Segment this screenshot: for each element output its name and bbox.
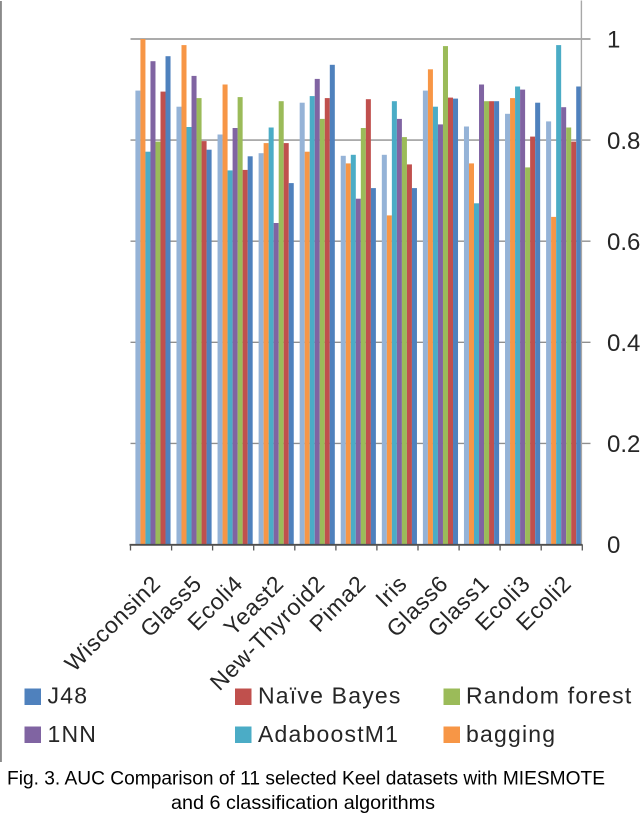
svg-text:bagging: bagging xyxy=(466,721,556,747)
svg-text:0: 0 xyxy=(607,532,620,559)
svg-text:0.4: 0.4 xyxy=(607,330,640,357)
svg-text:and 6 classification algorithm: and 6 classification algorithms xyxy=(171,792,435,814)
svg-text:0.6: 0.6 xyxy=(607,229,640,256)
svg-text:Fig. 3. AUC Comparison of 11 s: Fig. 3. AUC Comparison of 11 selected Ke… xyxy=(7,768,605,790)
svg-text:1NN: 1NN xyxy=(48,721,98,747)
svg-text:Random forest: Random forest xyxy=(466,683,632,709)
svg-text:Naïve Bayes: Naïve Bayes xyxy=(258,683,402,709)
svg-text:0.8: 0.8 xyxy=(607,128,640,155)
svg-text:AdaboostM1: AdaboostM1 xyxy=(258,721,399,747)
svg-text:J48: J48 xyxy=(48,683,89,709)
svg-text:1: 1 xyxy=(607,27,620,54)
svg-text:0.2: 0.2 xyxy=(607,431,640,458)
